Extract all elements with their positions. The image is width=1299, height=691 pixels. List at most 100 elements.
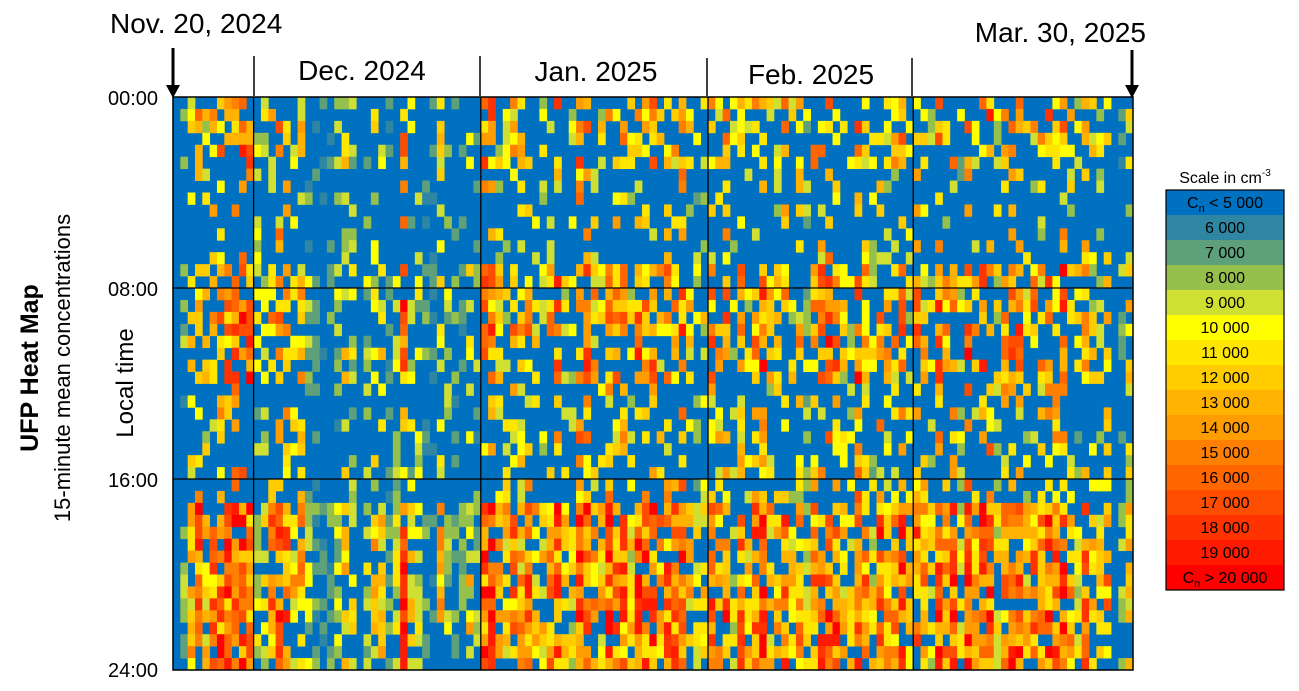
heat-cell xyxy=(194,288,203,301)
heat-cell xyxy=(194,550,203,563)
heat-cell xyxy=(788,526,797,540)
heat-cell xyxy=(304,490,313,504)
heat-cell xyxy=(1045,359,1053,372)
heat-cell xyxy=(693,132,702,146)
heat-cell xyxy=(216,467,225,480)
heat-cell xyxy=(869,598,877,611)
heat-cell xyxy=(649,359,658,372)
heat-cell xyxy=(891,383,899,396)
heat-cell xyxy=(979,574,987,587)
heat-cell xyxy=(1096,646,1105,659)
heat-cell xyxy=(671,502,680,516)
heat-cell xyxy=(612,299,621,313)
heat-cell xyxy=(612,502,621,516)
heat-cell xyxy=(1089,538,1097,552)
heat-cell xyxy=(612,108,621,122)
heat-cell xyxy=(715,502,724,516)
y-tick-label: 24:00 xyxy=(108,660,158,682)
heat-cell xyxy=(898,132,907,146)
heat-cell xyxy=(1103,574,1112,587)
heat-cell xyxy=(781,276,789,289)
heat-cell xyxy=(1015,574,1024,587)
heat-cell xyxy=(781,419,789,432)
heat-cell xyxy=(488,311,496,325)
heat-cell xyxy=(275,144,284,158)
heat-cell xyxy=(1074,264,1083,277)
heat-cell xyxy=(385,490,394,504)
heat-cell xyxy=(1015,562,1024,575)
heat-cell xyxy=(1001,586,1009,599)
heat-cell xyxy=(744,646,753,659)
heat-cell xyxy=(312,335,320,349)
heat-cell xyxy=(759,180,767,193)
heat-cell xyxy=(363,347,372,361)
heat-cell xyxy=(781,634,789,647)
heat-cell xyxy=(319,550,328,563)
heat-cell xyxy=(414,455,423,468)
heat-cell xyxy=(1096,276,1105,289)
heat-cell xyxy=(634,144,643,158)
heat-cell xyxy=(326,586,335,599)
heat-cell xyxy=(979,276,987,289)
heat-cell xyxy=(700,395,709,408)
heat-cell xyxy=(685,299,694,313)
heat-cell xyxy=(216,431,225,444)
heat-cell xyxy=(180,646,189,659)
heat-cell xyxy=(861,634,870,647)
heat-cell xyxy=(832,108,841,122)
heat-cell xyxy=(407,610,416,623)
heat-cell xyxy=(194,526,203,540)
heat-cell xyxy=(378,586,386,599)
heat-cell xyxy=(847,598,855,611)
legend-swatch xyxy=(1166,240,1284,265)
heat-cell xyxy=(935,335,943,349)
heat-cell xyxy=(986,443,995,456)
heat-cell xyxy=(839,371,848,384)
heat-cell xyxy=(715,431,724,444)
heat-cell xyxy=(993,120,1002,134)
heat-cell xyxy=(1089,658,1097,671)
heat-cell xyxy=(861,276,870,289)
heat-cell xyxy=(268,180,276,193)
heat-cell xyxy=(1096,550,1105,563)
heat-cell xyxy=(920,658,929,671)
heat-cell xyxy=(751,323,760,337)
heat-cell xyxy=(297,443,306,456)
heat-cell xyxy=(737,407,745,420)
heat-cell xyxy=(1059,431,1068,444)
heat-cell xyxy=(546,467,555,480)
heat-cell xyxy=(290,216,298,229)
heat-cell xyxy=(788,646,797,659)
heat-cell xyxy=(861,586,870,599)
heat-cell xyxy=(1096,371,1105,384)
heat-cell xyxy=(1096,180,1105,193)
heat-cell xyxy=(898,598,907,611)
legend-swatch xyxy=(1166,290,1284,315)
heat-cell xyxy=(634,514,643,528)
heat-cell xyxy=(246,526,255,540)
heat-cell xyxy=(1125,610,1134,623)
heat-cell xyxy=(1081,538,1090,552)
heat-cell xyxy=(905,598,914,611)
heat-cell xyxy=(759,156,767,170)
heat-cell xyxy=(920,550,929,563)
heat-cell xyxy=(524,443,533,456)
heat-cell xyxy=(444,144,452,158)
legend-swatch xyxy=(1166,415,1284,440)
heat-cell xyxy=(561,288,570,301)
heat-cell xyxy=(971,323,980,337)
heat-cell xyxy=(1008,144,1017,158)
heat-cell xyxy=(979,311,987,325)
heat-cell xyxy=(1015,299,1024,313)
heat-cell xyxy=(458,144,467,158)
heat-cell xyxy=(715,574,724,587)
heat-cell xyxy=(1059,646,1068,659)
heat-cell xyxy=(766,574,775,587)
heat-cell xyxy=(1059,240,1068,253)
heat-cell xyxy=(891,622,899,635)
heat-cell xyxy=(905,288,914,301)
heat-cell xyxy=(400,311,408,325)
legend-swatch xyxy=(1166,440,1284,465)
heat-cell xyxy=(561,526,570,540)
heat-cell xyxy=(935,288,943,301)
